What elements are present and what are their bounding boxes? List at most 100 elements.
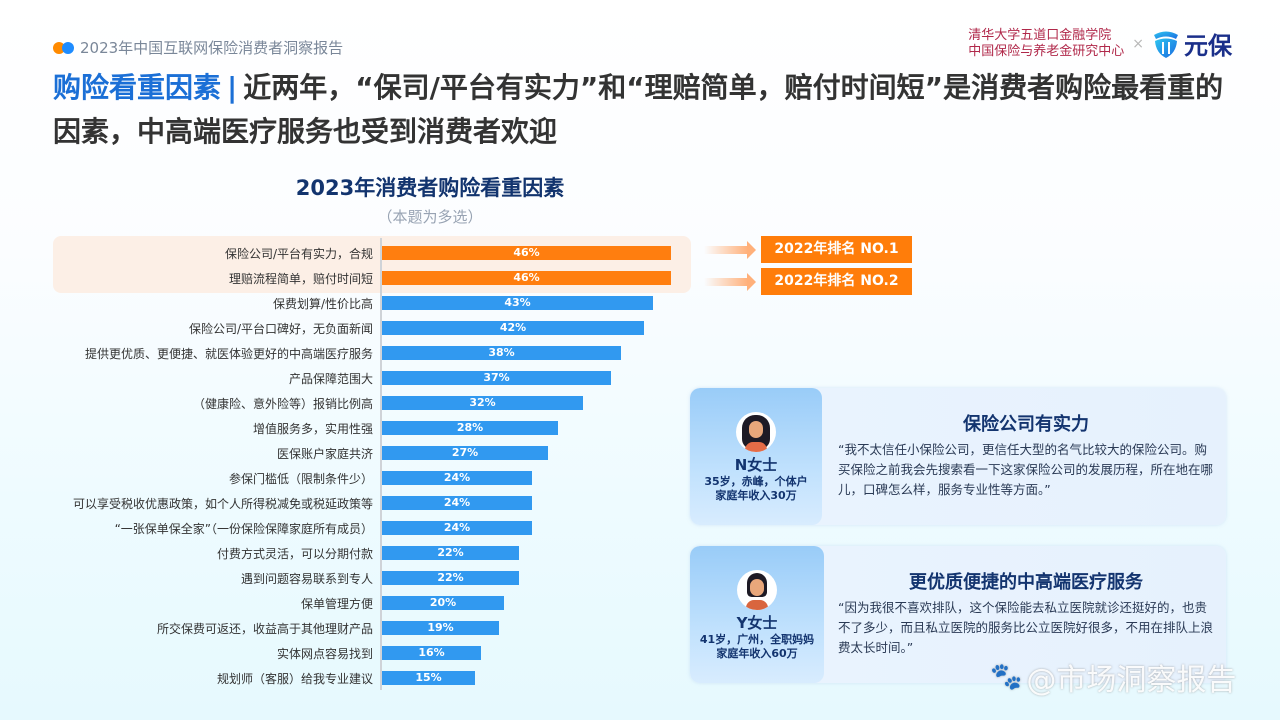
bar-value: 24% bbox=[443, 471, 471, 484]
persona-income: 家庭年收入30万 bbox=[715, 489, 797, 502]
bar: 19% bbox=[382, 621, 499, 635]
institution-name: 清华大学五道口金融学院 中国保险与养老金研究中心 bbox=[968, 28, 1124, 60]
arrow-right-icon bbox=[704, 272, 756, 291]
bar-label: 所交保费可返还，收益高于其他理财产品 bbox=[156, 622, 373, 636]
rank-annotation-1: 2022年排名 NO.1 bbox=[704, 236, 912, 263]
headline-topic: 购险看重因素 bbox=[53, 71, 222, 104]
chart-row: 实体网点容易找到 16% bbox=[0, 641, 700, 666]
chart-row: 参保门槛低（限制条件少） 24% bbox=[0, 466, 700, 491]
persona-card: Y女士 41岁，广州，全职妈妈 家庭年收入60万 更优质便捷的中高端医疗服务 “… bbox=[690, 546, 1226, 683]
bar-value: 38% bbox=[488, 346, 515, 359]
chart-row: （健康险、意外险等）报销比例高 32% bbox=[0, 391, 700, 416]
chart-row: 产品保障范围大 37% bbox=[0, 366, 700, 391]
bar-value: 24% bbox=[443, 521, 471, 534]
chart-row: “一张保单保全家”（一份保险保障家庭所有成员） 24% bbox=[0, 516, 700, 541]
bar-value: 16% bbox=[418, 646, 445, 659]
bar-value: 15% bbox=[415, 671, 442, 684]
shield-logo-icon bbox=[1154, 31, 1178, 58]
persona-name: Y女士 bbox=[736, 614, 778, 632]
bar: 28% bbox=[382, 421, 558, 435]
bar-label: 遇到问题容易联系到专人 bbox=[240, 572, 373, 586]
bar: 42% bbox=[382, 321, 644, 335]
persona-quote-area: 更优质便捷的中高端医疗服务 “因为我很不喜欢排队，这个保险能去私立医院就诊还挺好… bbox=[838, 546, 1214, 658]
card-title: 保险公司有实力 bbox=[963, 414, 1089, 435]
bar-label: 付费方式灵活，可以分期付款 bbox=[216, 547, 373, 561]
chart-row: 遇到问题容易联系到专人 22% bbox=[0, 566, 700, 591]
rank-badge: 2022年排名 NO.1 bbox=[761, 236, 912, 263]
bar-value: 46% bbox=[513, 271, 540, 284]
bar-label: 医保账户家庭共济 bbox=[276, 447, 373, 461]
chart-axis bbox=[380, 238, 382, 690]
bar: 37% bbox=[382, 371, 611, 385]
persona-name: N女士 bbox=[734, 456, 778, 474]
persona-income: 家庭年收入60万 bbox=[716, 647, 798, 660]
bar-label: 实体网点容易找到 bbox=[276, 647, 373, 661]
report-title: 2023年中国互联网保险消费者洞察报告 bbox=[80, 39, 344, 57]
rank-badge: 2022年排名 NO.2 bbox=[761, 268, 912, 295]
chart-row: 所交保费可返还，收益高于其他理财产品 19% bbox=[0, 616, 700, 641]
bar-label: 提供更优质、更便捷、就医体验更好的中高端医疗服务 bbox=[84, 347, 373, 361]
bar: 43% bbox=[382, 296, 653, 310]
chart-row: 理赔流程简单，赔付时间短 46% bbox=[0, 266, 700, 291]
persona-card: N女士 35岁，赤峰，个体户 家庭年收入30万 保险公司有实力 “我不太信任小保… bbox=[690, 388, 1226, 525]
dots-logo-icon bbox=[53, 41, 74, 54]
bar-value: 37% bbox=[483, 371, 510, 384]
bar-value: 28% bbox=[456, 421, 484, 434]
chart-row: 规划师（客服）给我专业建议 15% bbox=[0, 666, 700, 691]
chart-row: 提供更优质、更便捷、就医体验更好的中高端医疗服务 38% bbox=[0, 341, 700, 366]
bar-value: 46% bbox=[513, 246, 540, 259]
card-title: 更优质便捷的中高端医疗服务 bbox=[909, 572, 1143, 593]
chart-title: 2023年消费者购险看重因素 bbox=[295, 176, 565, 200]
avatar-icon bbox=[737, 570, 777, 610]
bar-value: 22% bbox=[437, 571, 464, 584]
bar: 22% bbox=[382, 546, 519, 560]
watermark: 🐾 @市场洞察报告 bbox=[990, 655, 1236, 699]
bar-label: 产品保障范围大 bbox=[288, 372, 373, 386]
bar: 16% bbox=[382, 646, 481, 660]
bar-label: （健康险、意外险等）报销比例高 bbox=[192, 397, 373, 411]
bar: 24% bbox=[382, 471, 532, 485]
institution-line2: 中国保险与养老金研究中心 bbox=[968, 43, 1125, 59]
bar-label: 保费划算/性价比高 bbox=[272, 297, 373, 311]
bar-label: 可以享受税收优惠政策，如个人所得税减免或税延政策等 bbox=[72, 497, 373, 511]
headline-text: 近两年，“保司/平台有实力”和“理赔简单，赔付时间短”是消费者购险最看重的因素，… bbox=[53, 71, 1224, 148]
chart-row: 付费方式灵活，可以分期付款 22% bbox=[0, 541, 700, 566]
card-quote: “我不太信任小保险公司，更信任大型的名气比较大的保险公司。购买保险之前我会先搜索… bbox=[838, 442, 1214, 497]
bar-label: 规划师（客服）给我专业建议 bbox=[216, 672, 373, 686]
bar-label: 理赔流程简单，赔付时间短 bbox=[228, 272, 373, 286]
bar: 27% bbox=[382, 446, 548, 460]
watermark-text: @市场洞察报告 bbox=[1026, 663, 1237, 698]
institution-line1: 清华大学五道口金融学院 bbox=[968, 27, 1112, 43]
bar-value: 43% bbox=[504, 296, 531, 309]
bar: 38% bbox=[382, 346, 621, 360]
bar-value: 22% bbox=[437, 546, 464, 559]
report-tag: 2023年中国互联网保险消费者洞察报告 bbox=[53, 37, 343, 58]
bar-value: 27% bbox=[451, 446, 479, 459]
bar-value: 19% bbox=[427, 621, 454, 634]
brand-logo: 元保 bbox=[1152, 26, 1232, 61]
baidu-paw-icon: 🐾 bbox=[990, 662, 1023, 692]
chart-row: 可以享受税收优惠政策，如个人所得税减免或税延政策等 24% bbox=[0, 491, 700, 516]
chart-row: 保费划算/性价比高 43% bbox=[0, 291, 700, 316]
page-headline: 购险看重因素 | 近两年，“保司/平台有实力”和“理赔简单，赔付时间短”是消费者购险… bbox=[53, 66, 1233, 154]
avatar-icon bbox=[736, 412, 776, 452]
bar: 46% bbox=[382, 271, 671, 285]
chart-subtitle: （本题为多选） bbox=[377, 208, 483, 226]
brand-name: 元保 bbox=[1184, 32, 1232, 60]
bar-value: 42% bbox=[499, 321, 527, 334]
chart-row: 保险公司/平台口碑好，无负面新闻 42% bbox=[0, 316, 700, 341]
bar-value: 32% bbox=[469, 396, 496, 409]
chart-row: 保单管理方便 20% bbox=[0, 591, 700, 616]
bar-label: 保险公司/平台口碑好，无负面新闻 bbox=[188, 322, 373, 336]
headline-separator: | bbox=[227, 71, 238, 104]
bar-label: 增值服务多，实用性强 bbox=[252, 422, 373, 436]
chart-row: 增值服务多，实用性强 28% bbox=[0, 416, 700, 441]
bar-label: 保单管理方便 bbox=[300, 597, 373, 611]
bar-label: 保险公司/平台有实力，合规 bbox=[224, 247, 373, 261]
card-quote: “因为我很不喜欢排队，这个保险能去私立医院就诊还挺好的，也贵不了多少，而且私立医… bbox=[838, 600, 1214, 655]
bar-value: 20% bbox=[429, 596, 457, 609]
persona-profile: Y女士 41岁，广州，全职妈妈 家庭年收入60万 bbox=[690, 546, 824, 683]
chart-row: 医保账户家庭共济 27% bbox=[0, 441, 700, 466]
bar: 22% bbox=[382, 571, 519, 585]
bar: 24% bbox=[382, 496, 532, 510]
